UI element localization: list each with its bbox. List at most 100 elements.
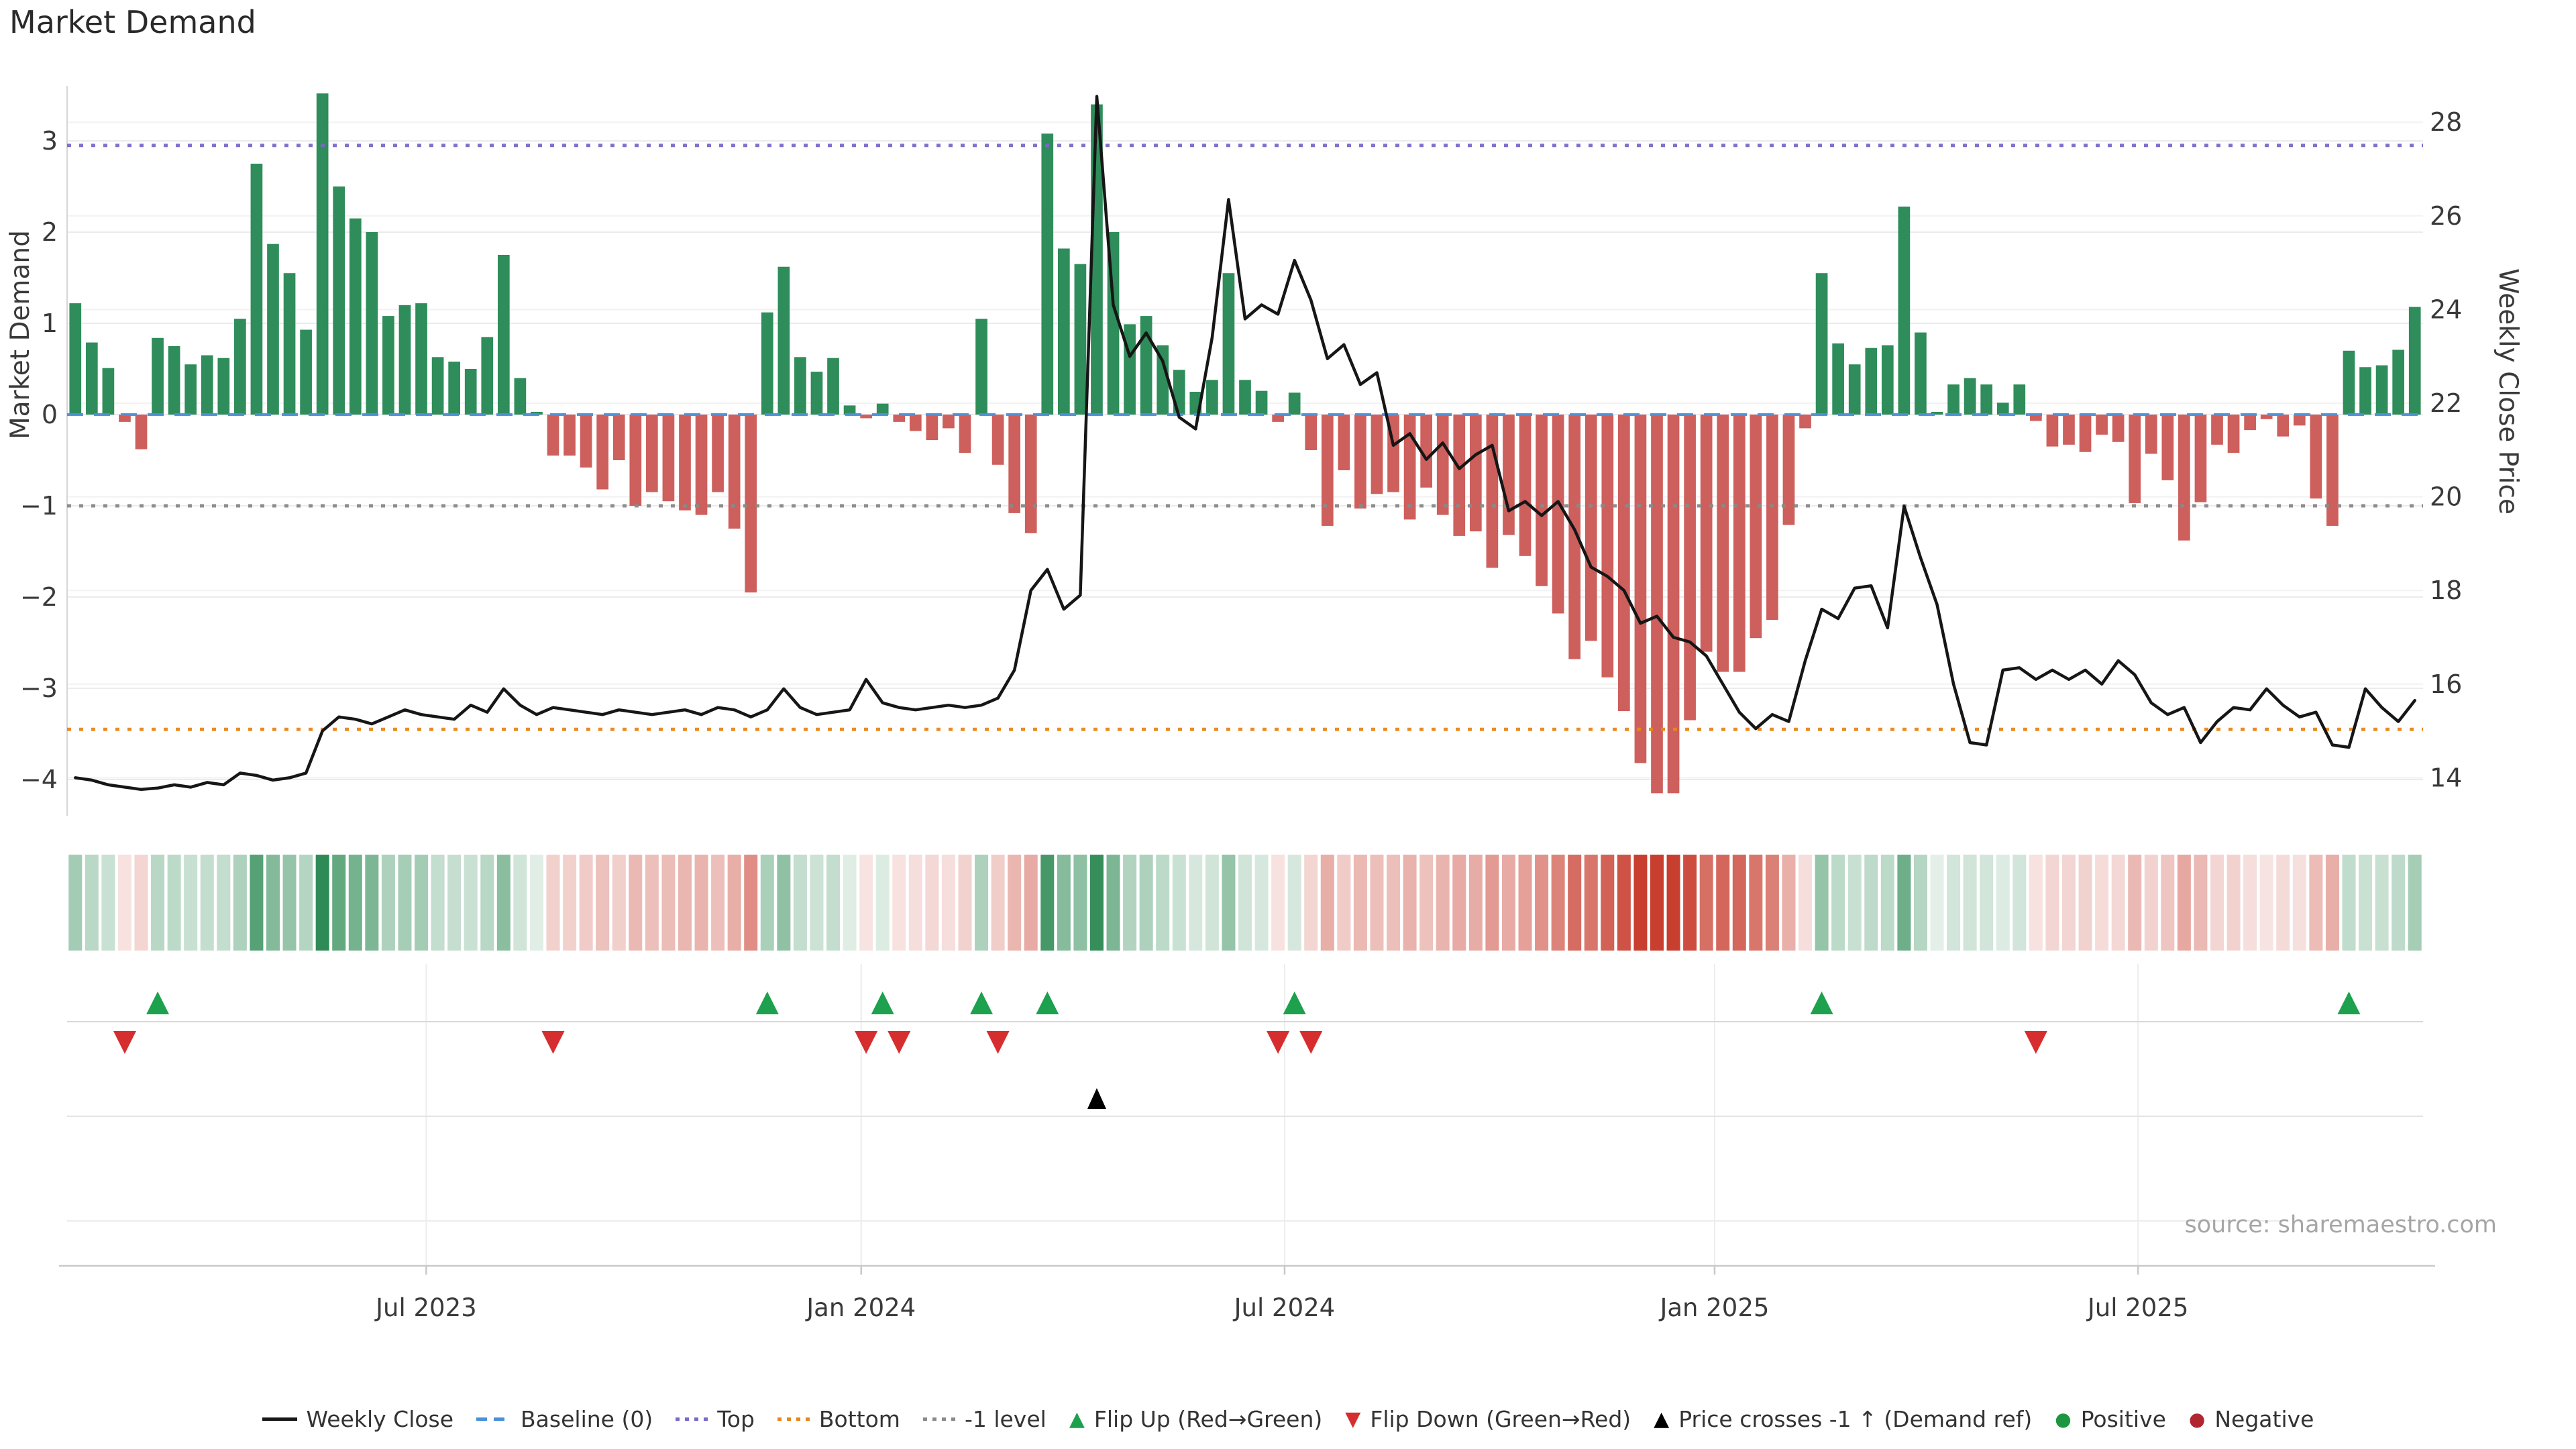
heatmap-cell-negative — [678, 855, 692, 951]
legend-item-label: Baseline (0) — [521, 1406, 653, 1432]
demand-bar-positive — [531, 411, 543, 415]
dashed-line-icon — [476, 1417, 512, 1421]
demand-bar-negative — [596, 415, 609, 490]
heatmap-cell-negative — [1535, 855, 1549, 951]
heatmap-cell-positive — [777, 855, 791, 951]
heatmap-cell-positive — [1040, 855, 1055, 951]
flip-up-marker — [1283, 991, 1306, 1014]
heatmap-cell-negative — [1452, 855, 1466, 951]
heatmap-cell-negative — [958, 855, 972, 951]
heatmap-cell-positive — [282, 855, 297, 951]
heatmap-cell-negative — [744, 855, 758, 951]
demand-bar-positive — [876, 403, 889, 415]
heatmap-cell-negative — [1551, 855, 1565, 951]
demand-bar-negative — [1486, 415, 1499, 568]
demand-bar-negative — [646, 415, 658, 492]
flip-down-marker — [855, 1031, 878, 1054]
legend-item: ● Negative — [2189, 1406, 2314, 1432]
page-title: Market Demand — [9, 4, 256, 40]
legend-item-label: Top — [717, 1406, 755, 1432]
flip-down-marker — [1299, 1031, 1323, 1054]
demand-bar-positive — [1041, 133, 1054, 415]
legend-item: ▲ Flip Up (Red→Green) — [1069, 1406, 1322, 1432]
demand-bar-negative — [2310, 415, 2322, 499]
marker-panel: Jul 2023 Jan 2024 Jul 2024 Jan 2025 Jul 2025 — [59, 964, 2435, 1322]
demand-bar-positive — [300, 329, 312, 415]
heatmap-cell-negative — [2292, 855, 2306, 951]
heatmap-cell-negative — [1403, 855, 1417, 951]
flip-down-marker — [541, 1031, 565, 1054]
heatmap-cell-negative — [2325, 855, 2339, 951]
demand-bar-positive — [349, 218, 362, 415]
heatmap-cell-negative — [892, 855, 906, 951]
demand-bar-positive — [497, 255, 510, 415]
heatmap-cell-positive — [760, 855, 774, 951]
left-axis-title: Market Demand — [5, 230, 36, 439]
heatmap-cell-negative — [661, 855, 676, 951]
demand-bar-positive — [1996, 402, 2009, 415]
demand-bar-negative — [2030, 415, 2042, 421]
heatmap-cell-positive — [1831, 855, 1845, 951]
heatmap-cell-positive — [1222, 855, 1236, 951]
demand-bars — [69, 93, 2421, 794]
heatmap-cell-negative — [1501, 855, 1515, 951]
heatmap-cell-positive — [1897, 855, 1911, 951]
demand-bar-positive — [2359, 367, 2371, 415]
demand-heatmap — [68, 855, 2422, 951]
demand-bar-negative — [2112, 415, 2125, 442]
demand-bar-negative — [860, 415, 872, 419]
demand-bar-negative — [2063, 415, 2075, 445]
heatmap-cell-positive — [167, 855, 181, 951]
heatmap-cell-positive — [266, 855, 280, 951]
demand-bar-positive — [2392, 350, 2405, 415]
heatmap-cell-negative — [134, 855, 148, 951]
demand-bar-positive — [267, 244, 279, 415]
heatmap-cell-negative — [1716, 855, 1730, 951]
heatmap-cell-positive — [875, 855, 890, 951]
heatmap-cell-positive — [184, 855, 198, 951]
heatmap-cell-positive — [1089, 855, 1104, 951]
triangle-up-icon: ▲ — [1069, 1407, 1085, 1431]
demand-bar-positive — [464, 369, 477, 415]
heatmap-cell-positive — [1947, 855, 1961, 951]
heatmap-cell-positive — [843, 855, 857, 951]
demand-bar-negative — [1469, 415, 1482, 532]
x-tick-label: Jul 2025 — [2086, 1293, 2189, 1322]
legend-item: Bottom — [777, 1406, 900, 1432]
demand-bar-negative — [2244, 415, 2256, 431]
demand-bar-positive — [448, 362, 460, 415]
heatmap-cell-positive — [68, 855, 83, 951]
heatmap-cell-negative — [1584, 855, 1598, 951]
right-tick-label: 20 — [2430, 482, 2462, 512]
heatmap-cell-positive — [1913, 855, 1927, 951]
heatmap-cell-negative — [1304, 855, 1318, 951]
demand-bar-positive — [1947, 384, 1960, 415]
left-tick-label: 0 — [42, 400, 58, 429]
demand-bar-positive — [415, 303, 427, 415]
circle-icon: ● — [2188, 1407, 2206, 1430]
left-tick-label: 1 — [42, 309, 58, 338]
demand-bar-negative — [1552, 415, 1564, 614]
gridlines — [66, 86, 2423, 816]
demand-bar-positive — [250, 164, 263, 415]
demand-bar-negative — [2129, 415, 2141, 503]
demand-bar-negative — [1585, 415, 1597, 641]
demand-bar-negative — [612, 415, 625, 460]
demand-bar-negative — [728, 415, 741, 529]
heatmap-cell-negative — [2194, 855, 2208, 951]
demand-bar-negative — [1634, 415, 1647, 763]
demand-bar-positive — [1074, 264, 1087, 415]
heatmap-cell-positive — [233, 855, 247, 951]
demand-bar-positive — [2375, 365, 2388, 415]
demand-bar-negative — [1272, 415, 1284, 422]
heatmap-cell-positive — [1930, 855, 1944, 951]
heatmap-cell-negative — [2111, 855, 2125, 951]
demand-bar-negative — [2194, 415, 2207, 502]
heatmap-cell-negative — [629, 855, 643, 951]
demand-bar-negative — [580, 415, 592, 468]
heatmap-cell-negative — [2243, 855, 2257, 951]
flip-up-marker — [871, 991, 894, 1014]
heatmap-cell-negative — [579, 855, 593, 951]
heatmap-cell-positive — [810, 855, 824, 951]
